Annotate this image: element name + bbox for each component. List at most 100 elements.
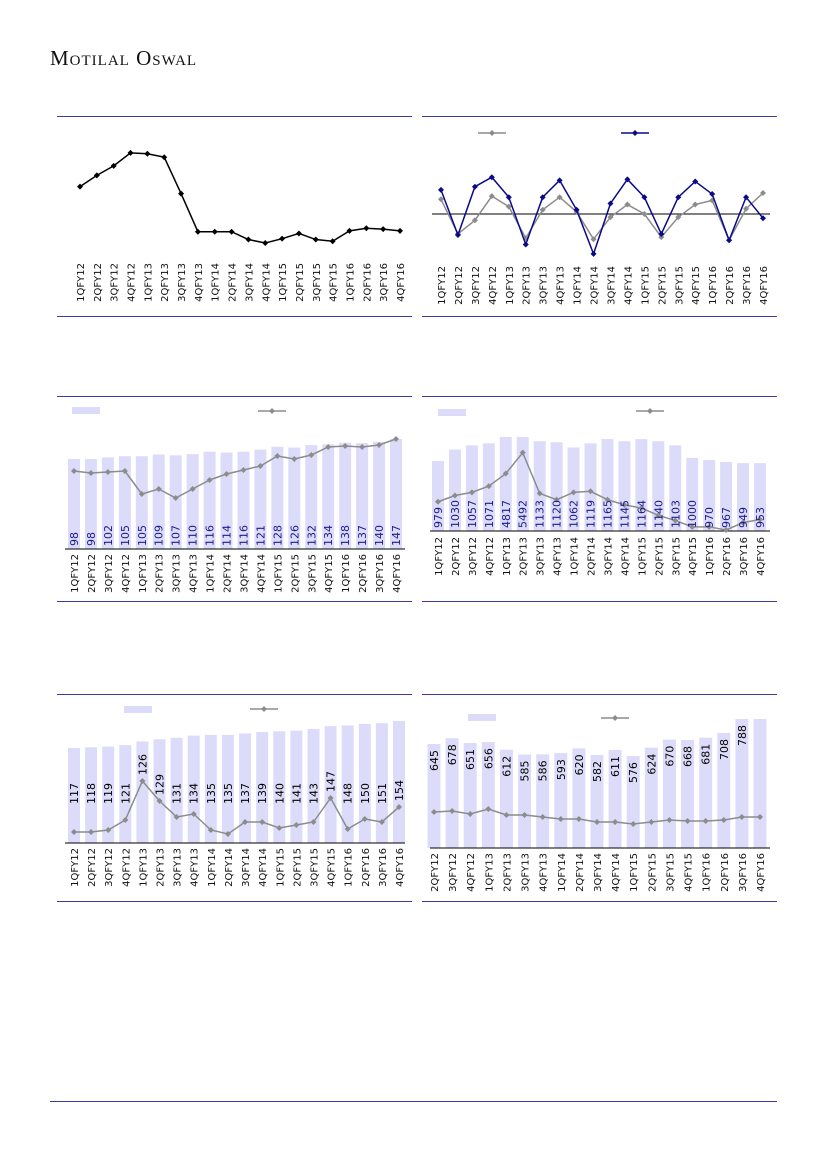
bar bbox=[686, 457, 699, 531]
data-point bbox=[87, 470, 94, 476]
category-label: 2QFY13 bbox=[519, 537, 530, 576]
category-label: 4QFY16 bbox=[392, 554, 403, 593]
data-point bbox=[431, 809, 437, 815]
category-label: 1QFY16 bbox=[705, 537, 716, 576]
data-point bbox=[396, 804, 402, 810]
bar-value-label: 148 bbox=[342, 783, 355, 804]
category-label: 3QFY12 bbox=[104, 848, 115, 887]
category-label: 3QFY13 bbox=[539, 266, 550, 305]
chart-panel-1: 1QFY12 2QFY12 3QFY12 4QFY12 1QFY13 2QFY13 3QFY… bbox=[57, 116, 412, 317]
data-point bbox=[156, 798, 163, 804]
bar bbox=[448, 449, 461, 531]
data-point bbox=[658, 234, 665, 241]
bar-value-label: 121 bbox=[119, 783, 132, 804]
category-label: 4QFY13 bbox=[190, 848, 201, 887]
bar bbox=[554, 753, 568, 848]
category-label: 3QFY14 bbox=[593, 853, 604, 892]
data-point bbox=[521, 812, 528, 818]
bar bbox=[669, 445, 682, 531]
category-label: 1QFY15 bbox=[278, 263, 289, 302]
category-label: 4QFY13 bbox=[553, 537, 564, 576]
data-point bbox=[570, 489, 577, 496]
bar bbox=[288, 447, 301, 549]
data-point bbox=[363, 225, 370, 232]
bar bbox=[536, 754, 550, 848]
category-label: 2QFY12 bbox=[93, 263, 104, 302]
bar bbox=[465, 445, 478, 531]
category-label: 4QFY12 bbox=[121, 848, 132, 887]
category-label: 3QFY14 bbox=[606, 266, 617, 305]
bar-value-label: 645 bbox=[428, 750, 441, 771]
bar bbox=[324, 726, 337, 843]
data-point bbox=[740, 519, 747, 526]
data-point bbox=[393, 436, 399, 442]
bar bbox=[271, 446, 284, 549]
category-label: 4QFY13 bbox=[189, 554, 200, 593]
bar bbox=[427, 743, 441, 848]
data-point bbox=[449, 808, 456, 814]
data-point bbox=[738, 814, 745, 820]
data-point bbox=[110, 162, 117, 169]
bar bbox=[101, 457, 114, 549]
bar bbox=[499, 437, 512, 531]
category-label: 4QFY14 bbox=[611, 853, 622, 892]
bar-value-label: 138 bbox=[339, 525, 352, 546]
data-point bbox=[485, 806, 492, 812]
category-label: 4QFY12 bbox=[485, 537, 496, 576]
category-label: 4QFY16 bbox=[759, 266, 770, 305]
data-point bbox=[380, 226, 387, 233]
data-point bbox=[655, 512, 662, 519]
bar bbox=[221, 734, 234, 843]
category-label: 1QFY14 bbox=[206, 554, 217, 593]
category-label: 3QFY13 bbox=[173, 848, 184, 887]
bar-value-label: 1057 bbox=[466, 500, 479, 528]
bar bbox=[322, 444, 335, 549]
category-label: 1QFY13 bbox=[138, 848, 149, 887]
category-label: 4QFY13 bbox=[556, 266, 567, 305]
bar-value-label: 137 bbox=[356, 525, 369, 546]
bar bbox=[393, 721, 405, 843]
category-label: 1QFY16 bbox=[341, 554, 352, 593]
data-point bbox=[638, 505, 645, 512]
bar-value-label: 1145 bbox=[618, 500, 631, 528]
bar bbox=[735, 719, 749, 848]
bar bbox=[720, 462, 733, 531]
bar bbox=[358, 723, 371, 843]
category-label: 1QFY13 bbox=[484, 853, 495, 892]
bar bbox=[307, 729, 320, 843]
data-point bbox=[590, 250, 597, 257]
bar-value-label: 105 bbox=[136, 525, 149, 546]
data-point bbox=[397, 227, 403, 234]
category-label: 4QFY14 bbox=[256, 554, 267, 593]
category-label: 3QFY16 bbox=[378, 848, 389, 887]
data-point bbox=[557, 816, 564, 822]
category-label: 2QFY14 bbox=[228, 263, 239, 302]
category-label: 3QFY13 bbox=[521, 853, 532, 892]
bar-value-label: 117 bbox=[68, 783, 81, 804]
data-point bbox=[293, 822, 300, 828]
category-label: 1QFY13 bbox=[143, 263, 154, 302]
category-label: 1QFY15 bbox=[629, 853, 640, 892]
bar-value-label: 670 bbox=[663, 746, 676, 767]
legend-marker bbox=[632, 130, 638, 136]
bar bbox=[136, 741, 149, 843]
bar bbox=[85, 747, 98, 843]
category-label: 3QFY16 bbox=[739, 537, 750, 576]
data-point bbox=[454, 232, 461, 238]
data-point bbox=[122, 817, 129, 823]
category-label: 4QFY15 bbox=[691, 266, 702, 305]
bar-value-label: 593 bbox=[555, 759, 568, 780]
data-point bbox=[88, 829, 95, 835]
category-label: 1QFY14 bbox=[573, 266, 584, 305]
bar bbox=[290, 730, 303, 843]
category-label: 4QFY12 bbox=[488, 266, 499, 305]
data-point bbox=[144, 150, 151, 157]
bar bbox=[463, 742, 477, 848]
legend-bar-swatch bbox=[124, 706, 152, 713]
bar bbox=[601, 439, 614, 531]
data-point bbox=[342, 443, 349, 449]
bar bbox=[339, 442, 352, 549]
bar bbox=[445, 738, 459, 848]
data-point bbox=[279, 235, 286, 242]
